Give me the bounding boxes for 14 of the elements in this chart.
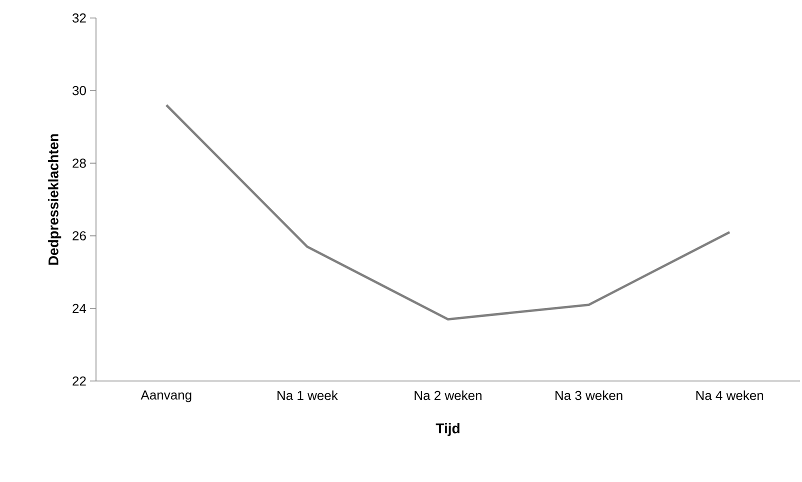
y-axis-title: Dedpressieklachten [48,134,62,265]
x-tick-label: Na 2 weken [414,390,482,400]
x-tick-label: Aanvang [140,390,192,402]
y-tick-label: 22 [72,376,86,386]
x-axis-title: Tijd [436,423,460,436]
x-tick-label: Na 4 weken [696,390,764,400]
y-tick-label: 24 [72,304,86,313]
y-tick-label: 28 [72,158,86,168]
y-tick-label: 32 [72,13,86,23]
y-tick-label: 26 [72,231,86,240]
x-tick-label: Na 3 weken [556,390,622,400]
line-series [165,104,731,320]
y-tick-label: 30 [72,86,86,96]
x-tick-label: Na 1 week [278,390,338,400]
